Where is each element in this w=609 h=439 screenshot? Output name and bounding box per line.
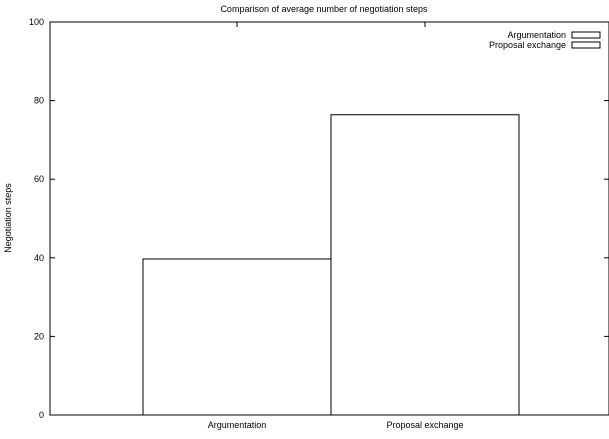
legend-swatch xyxy=(571,41,601,49)
legend-swatch xyxy=(571,31,601,39)
bar-argumentation xyxy=(142,258,332,416)
y-tick-label: 20 xyxy=(34,331,44,341)
y-axis: 0 20 40 60 80 100 xyxy=(29,17,609,420)
x-tick-label: Proposal exchange xyxy=(386,420,463,430)
y-tick-label: 0 xyxy=(39,410,44,420)
bar-proposal-exchange xyxy=(330,114,520,416)
y-tick-label: 40 xyxy=(34,253,44,263)
legend-label: Proposal exchange xyxy=(489,40,566,50)
x-tick-label: Argumentation xyxy=(208,420,267,430)
y-tick-label: 100 xyxy=(29,17,44,27)
y-tick-label: 60 xyxy=(34,174,44,184)
y-tick-label: 80 xyxy=(34,96,44,106)
bars xyxy=(142,114,520,416)
y-axis-label: Negotiation steps xyxy=(3,183,13,253)
chart-title: Comparison of average number of negotiat… xyxy=(220,4,428,14)
legend-label: Argumentation xyxy=(507,30,566,40)
